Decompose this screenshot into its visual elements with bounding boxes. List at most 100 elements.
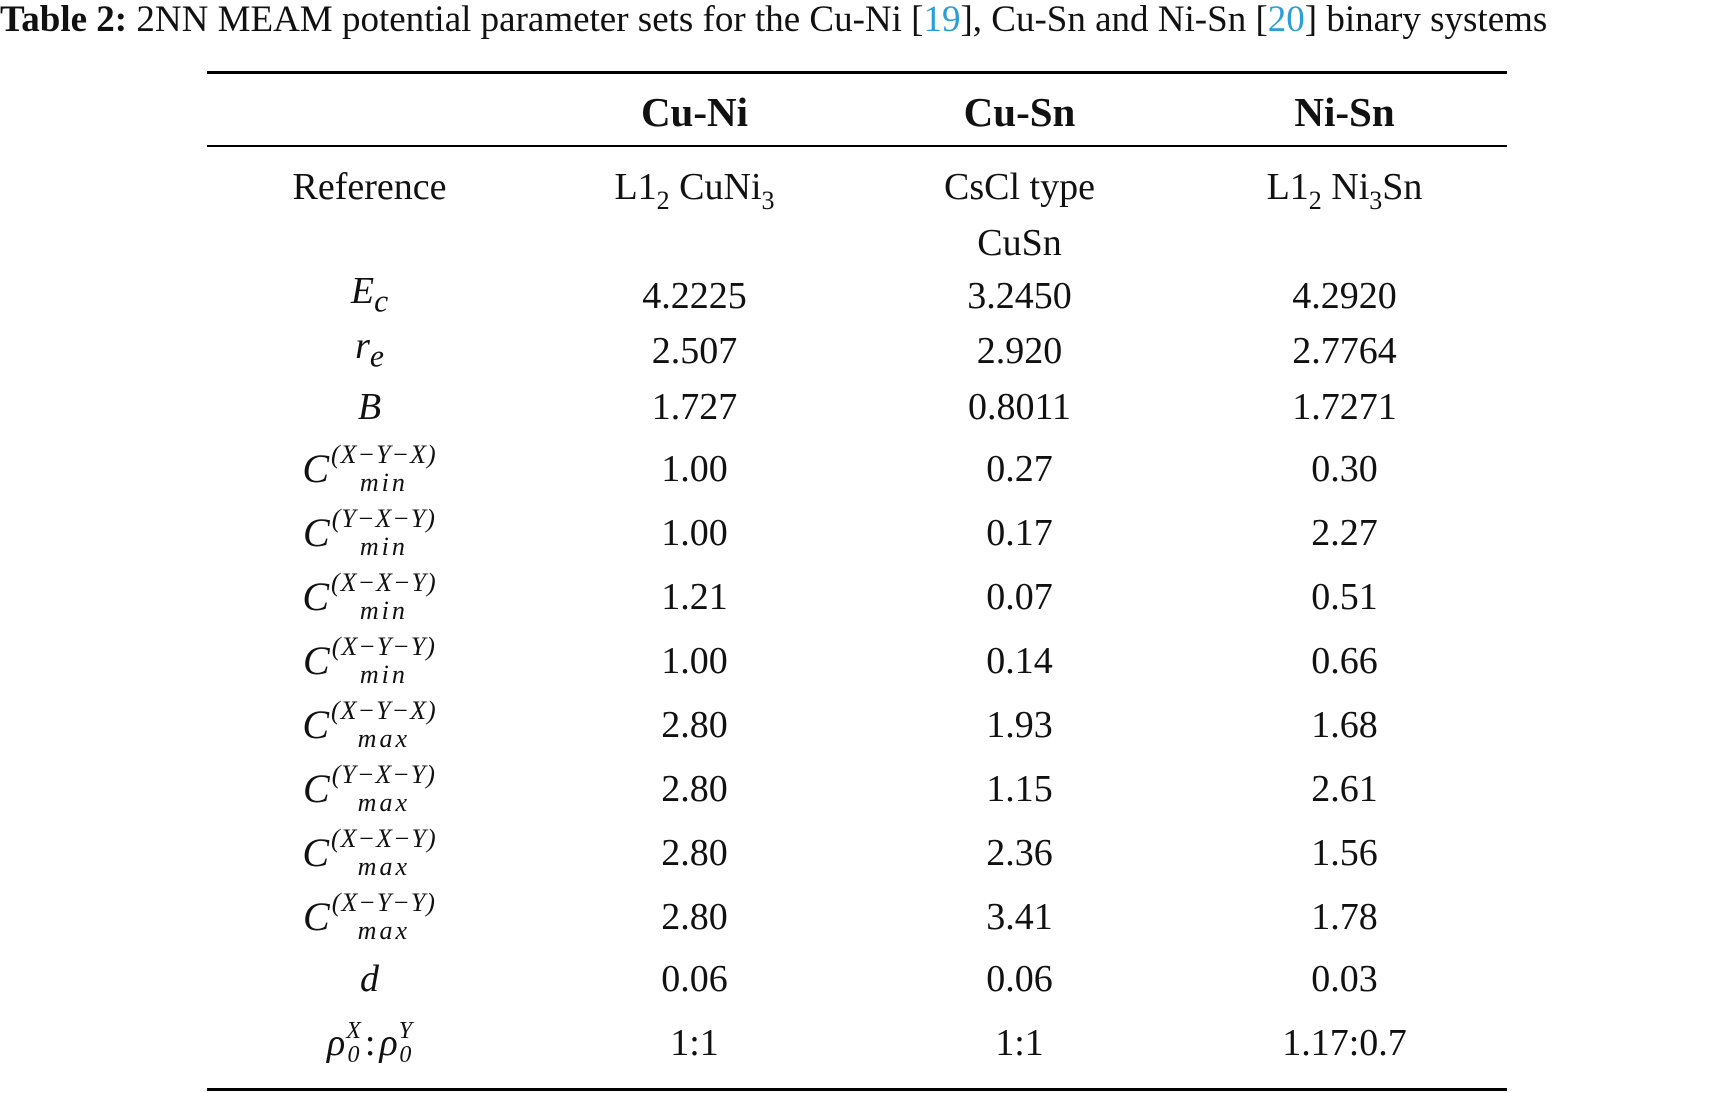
reference-label: Reference bbox=[292, 166, 447, 208]
caption-text-b: ], Cu-Sn and Ni-Sn [ bbox=[960, 0, 1268, 40]
cell-b-ni-sn: 1.7271 bbox=[1292, 386, 1397, 428]
table-row-cmax-xyx: C (X−Y−X) max 2.80 1.93 1.68 bbox=[207, 693, 1507, 757]
cell-cmin-xyx-cu-ni: 1.00 bbox=[661, 448, 728, 490]
cell-rho-cu-sn: 1:1 bbox=[995, 1022, 1044, 1064]
cell-re-cu-sn: 2.920 bbox=[976, 330, 1063, 372]
header-empty bbox=[207, 82, 532, 142]
cell-cmax-xyy-ni-sn: 1.78 bbox=[1311, 896, 1378, 938]
row-label-cmax-xyy: C (X−Y−Y) max bbox=[207, 885, 532, 949]
cmax-yxy-symbol: C (Y−X−Y) max bbox=[303, 760, 436, 817]
cell-reference-ni-sn: L12 Ni3Sn bbox=[1182, 159, 1507, 267]
table-row-cmax-xxy: C (X−X−Y) max 2.80 2.36 1.56 bbox=[207, 821, 1507, 885]
cell-rho-cu-ni: 1:1 bbox=[670, 1022, 719, 1064]
cell-cmin-xyx-ni-sn: 0.30 bbox=[1311, 448, 1378, 490]
ref-ni-text: Ni bbox=[1321, 166, 1370, 208]
table-row-cmin-xxy: C (X−X−Y) min 1.21 0.07 0.51 bbox=[207, 565, 1507, 629]
row-label-ec: Ec bbox=[207, 269, 532, 323]
cell-cmax-xyy-cu-sn: 3.41 bbox=[986, 896, 1053, 938]
cell-cmax-xxy-cu-ni: 2.80 bbox=[661, 832, 728, 874]
cmax-xyx-symbol: C (X−Y−X) max bbox=[302, 696, 437, 753]
row-label-cmax-xyx: C (X−Y−X) max bbox=[207, 693, 532, 757]
ref-sub-3: 3 bbox=[761, 186, 775, 215]
cell-cmin-xyx-cu-sn: 0.27 bbox=[986, 448, 1053, 490]
table-row-cmin-xyx: C (X−Y−X) min 1.00 0.27 0.30 bbox=[207, 437, 1507, 501]
b-symbol: B bbox=[357, 386, 382, 428]
table-row-cmax-xyy: C (X−Y−Y) max 2.80 3.41 1.78 bbox=[207, 885, 1507, 949]
ref-cscl-type: CsCl type bbox=[944, 166, 1095, 208]
cell-re-ni-sn: 2.7764 bbox=[1292, 330, 1397, 372]
cell-cmax-xxy-ni-sn: 1.56 bbox=[1311, 832, 1378, 874]
top-rule bbox=[207, 71, 1507, 74]
row-label-cmin-yxy: C (Y−X−Y) min bbox=[207, 501, 532, 565]
cell-ec-cu-ni: 4.2225 bbox=[642, 275, 747, 317]
cell-cmin-xyy-cu-sn: 0.14 bbox=[986, 640, 1053, 682]
caption-text-a: 2NN MEAM potential parameter sets for th… bbox=[127, 0, 924, 40]
cmin-xyy-symbol: C (X−Y−Y) min bbox=[303, 632, 436, 689]
header-ni-sn: Ni-Sn bbox=[1294, 89, 1395, 135]
table-caption: Table 2: 2NN MEAM potential parameter se… bbox=[0, 0, 1710, 46]
caption-text-c: ] binary systems bbox=[1304, 0, 1548, 40]
table-row-d: d 0.06 0.06 0.03 bbox=[207, 951, 1507, 1007]
caption-label: Table 2: bbox=[0, 0, 128, 40]
ref-l1-cuni: L1 bbox=[614, 166, 657, 208]
ref-sn-text: Sn bbox=[1382, 166, 1423, 208]
cell-cmin-yxy-cu-sn: 0.17 bbox=[986, 512, 1053, 554]
cell-cmin-yxy-ni-sn: 2.27 bbox=[1311, 512, 1378, 554]
table-row-b: B 1.727 0.8011 1.7271 bbox=[207, 379, 1507, 435]
ref-cusn: CuSn bbox=[977, 222, 1062, 264]
row-label-cmax-yxy: C (Y−X−Y) max bbox=[207, 757, 532, 821]
header-cu-sn: Cu-Sn bbox=[963, 89, 1076, 135]
cell-re-cu-ni: 2.507 bbox=[651, 330, 738, 372]
table-row-cmax-yxy: C (Y−X−Y) max 2.80 1.15 2.61 bbox=[207, 757, 1507, 821]
cell-cmin-yxy-cu-ni: 1.00 bbox=[661, 512, 728, 554]
table-row-ec: Ec 4.2225 3.2450 4.2920 bbox=[207, 269, 1507, 323]
header-cu-ni: Cu-Ni bbox=[640, 89, 749, 135]
row-label-cmin-xxy: C (X−X−Y) min bbox=[207, 565, 532, 629]
cmin-xxy-symbol: C (X−X−Y) min bbox=[302, 568, 437, 625]
cell-d-cu-ni: 0.06 bbox=[661, 958, 728, 1000]
cell-cmin-xyy-ni-sn: 0.66 bbox=[1311, 640, 1378, 682]
cell-cmax-xyy-cu-ni: 2.80 bbox=[661, 896, 728, 938]
table-row-cmin-yxy: C (Y−X−Y) min 1.00 0.17 2.27 bbox=[207, 501, 1507, 565]
cmin-yxy-symbol: C (Y−X−Y) min bbox=[303, 504, 436, 561]
row-label-reference: Reference bbox=[207, 159, 532, 267]
cell-cmax-xyx-cu-ni: 2.80 bbox=[661, 704, 728, 746]
row-label-cmin-xyx: C (X−Y−X) min bbox=[207, 437, 532, 501]
row-label-cmin-xyy: C (X−Y−Y) min bbox=[207, 629, 532, 693]
cmax-xxy-symbol: C (X−X−Y) max bbox=[302, 824, 437, 881]
cell-reference-cu-ni: L12 CuNi3 bbox=[532, 159, 857, 267]
citation-link-19[interactable]: 19 bbox=[923, 0, 961, 40]
ref-sub-2b: 2 bbox=[1308, 186, 1322, 215]
row-label-b: B bbox=[207, 379, 532, 435]
cmax-xyy-symbol: C (X−Y−Y) max bbox=[303, 888, 436, 945]
table-row-re: re 2.507 2.920 2.7764 bbox=[207, 323, 1507, 379]
cell-cmin-xxy-cu-ni: 1.21 bbox=[661, 576, 728, 618]
cell-reference-cu-sn: CsCl type CuSn bbox=[857, 159, 1182, 267]
table-header-row: Cu-Ni Cu-Sn Ni-Sn bbox=[207, 82, 1507, 142]
cell-cmin-xyy-cu-ni: 1.00 bbox=[661, 640, 728, 682]
cell-cmax-yxy-ni-sn: 2.61 bbox=[1311, 768, 1378, 810]
cell-cmax-xyx-ni-sn: 1.68 bbox=[1311, 704, 1378, 746]
cell-d-ni-sn: 0.03 bbox=[1311, 958, 1378, 1000]
cell-b-cu-ni: 1.727 bbox=[651, 386, 738, 428]
cell-cmin-xxy-cu-sn: 0.07 bbox=[986, 576, 1053, 618]
cell-ec-ni-sn: 4.2920 bbox=[1292, 275, 1397, 317]
table-row-reference: Reference L12 CuNi3 CsCl type CuSn L12 N… bbox=[207, 159, 1507, 267]
cell-cmax-xxy-cu-sn: 2.36 bbox=[986, 832, 1053, 874]
cmin-xyx-symbol: C (X−Y−X) min bbox=[302, 440, 437, 497]
row-label-re: re bbox=[207, 323, 532, 379]
ref-sub-3b: 3 bbox=[1369, 186, 1383, 215]
cell-cmax-yxy-cu-sn: 1.15 bbox=[986, 768, 1053, 810]
cell-b-cu-sn: 0.8011 bbox=[967, 386, 1072, 428]
cell-d-cu-sn: 0.06 bbox=[986, 958, 1053, 1000]
header-rule bbox=[207, 145, 1507, 147]
d-symbol: d bbox=[360, 958, 379, 1000]
cell-rho-ni-sn: 1.17:0.7 bbox=[1282, 1022, 1407, 1064]
citation-link-20[interactable]: 20 bbox=[1267, 0, 1305, 40]
cell-cmax-xyx-cu-sn: 1.93 bbox=[986, 704, 1053, 746]
row-label-cmax-xxy: C (X−X−Y) max bbox=[207, 821, 532, 885]
ec-symbol: Ec bbox=[350, 269, 389, 319]
